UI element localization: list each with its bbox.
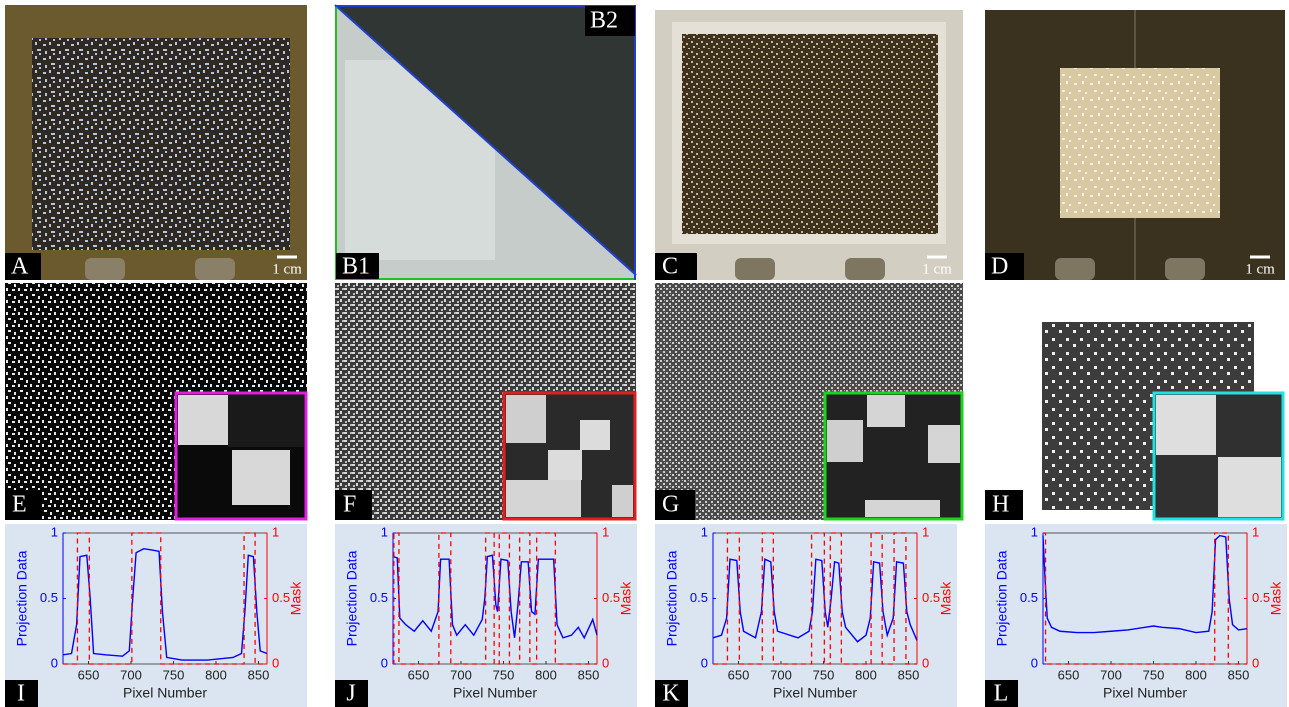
panel-label: K bbox=[662, 681, 680, 707]
photo-d: D 1 cm bbox=[985, 10, 1285, 280]
x-tick-label: 650 bbox=[78, 667, 100, 682]
x-tick-label: 650 bbox=[1058, 667, 1080, 682]
x-tick-label: 800 bbox=[205, 667, 227, 682]
x-tick-label: 850 bbox=[578, 667, 600, 682]
y2-tick-label: 1 bbox=[272, 524, 279, 539]
y-tick-label: 0.5 bbox=[690, 590, 708, 605]
y-tick-label: 0.5 bbox=[370, 590, 388, 605]
y-tick-label: 0 bbox=[51, 655, 58, 670]
panel-label: B1 bbox=[342, 254, 370, 280]
y-tick-label: 0 bbox=[381, 655, 388, 670]
x-tick-label: 750 bbox=[1143, 667, 1165, 682]
y-tick-label: 0 bbox=[701, 655, 708, 670]
x-axis-label: Pixel Number bbox=[1103, 685, 1187, 701]
y-axis-label: Projection Data bbox=[994, 550, 1010, 646]
panel-label: I bbox=[17, 681, 25, 707]
x-tick-label: 850 bbox=[1228, 667, 1250, 682]
x-tick-label: 650 bbox=[408, 667, 430, 682]
page: {"panels": [ {"label": "A", "scale_bar":… bbox=[0, 0, 1289, 707]
y-tick-label: 0.5 bbox=[40, 590, 58, 605]
y2-axis-label: Mask bbox=[288, 581, 304, 615]
figure: A 1 cm B1 B2 C 1 cm D 1 cm bbox=[0, 0, 1289, 707]
x-tick-label: 800 bbox=[855, 667, 877, 682]
x-tick-label: 700 bbox=[450, 667, 472, 682]
y-tick-label: 1 bbox=[701, 524, 708, 539]
x-axis-label: Pixel Number bbox=[123, 685, 207, 701]
x-axis-label: Pixel Number bbox=[773, 685, 857, 701]
x-tick-label: 700 bbox=[120, 667, 142, 682]
panel-label: H bbox=[992, 492, 1009, 518]
y2-tick-label: 0 bbox=[272, 655, 279, 670]
x-tick-label: 650 bbox=[728, 667, 750, 682]
scale-bar-label: 1 cm bbox=[272, 261, 302, 277]
x-tick-label: 750 bbox=[163, 667, 185, 682]
panel-label: G bbox=[662, 492, 679, 518]
y-axis-label: Projection Data bbox=[344, 550, 360, 646]
x-tick-label: 850 bbox=[248, 667, 270, 682]
y-tick-label: 1 bbox=[381, 524, 388, 539]
y-axis-label: Projection Data bbox=[664, 550, 680, 646]
y2-axis-label: Mask bbox=[938, 581, 954, 615]
photo-c: C 1 cm bbox=[655, 10, 963, 280]
panel-label: E bbox=[12, 492, 27, 518]
y2-tick-label: 0 bbox=[1252, 655, 1259, 670]
photo-a: A 1 cm bbox=[5, 5, 307, 280]
y2-tick-label: 0 bbox=[922, 655, 929, 670]
y2-axis-label: Mask bbox=[1268, 581, 1284, 615]
x-axis-label: Pixel Number bbox=[453, 685, 537, 701]
y2-tick-label: 1 bbox=[1252, 524, 1259, 539]
x-tick-label: 750 bbox=[493, 667, 515, 682]
y2-tick-label: 1 bbox=[922, 524, 929, 539]
image-f: F bbox=[335, 283, 636, 520]
photo-b: B1 B2 bbox=[335, 5, 636, 280]
y-tick-label: 0 bbox=[1031, 655, 1038, 670]
panel-label: J bbox=[346, 681, 355, 707]
x-tick-label: 700 bbox=[1100, 667, 1122, 682]
panel-label: D bbox=[991, 254, 1008, 280]
x-tick-label: 750 bbox=[813, 667, 835, 682]
image-h: H bbox=[985, 322, 1283, 520]
y-tick-label: 1 bbox=[1031, 524, 1038, 539]
image-e: E bbox=[5, 283, 307, 520]
panel-label: A bbox=[11, 254, 29, 280]
y-tick-label: 0.5 bbox=[1020, 590, 1038, 605]
x-tick-label: 850 bbox=[898, 667, 920, 682]
y-axis-label: Projection Data bbox=[14, 550, 30, 646]
y2-tick-label: 0 bbox=[602, 655, 609, 670]
panel-label: C bbox=[662, 254, 678, 280]
x-tick-label: 700 bbox=[770, 667, 792, 682]
scale-bar-label: 1 cm bbox=[1245, 261, 1275, 277]
y2-tick-label: 1 bbox=[602, 524, 609, 539]
y2-axis-label: Mask bbox=[618, 581, 634, 615]
x-tick-label: 800 bbox=[535, 667, 557, 682]
panel-label: L bbox=[994, 681, 1009, 707]
image-g: G bbox=[655, 283, 963, 520]
scale-bar-label: 1 cm bbox=[922, 261, 952, 277]
panel-label: B2 bbox=[590, 8, 618, 34]
x-tick-label: 800 bbox=[1185, 667, 1207, 682]
y-tick-label: 1 bbox=[51, 524, 58, 539]
panel-label: F bbox=[343, 492, 356, 518]
